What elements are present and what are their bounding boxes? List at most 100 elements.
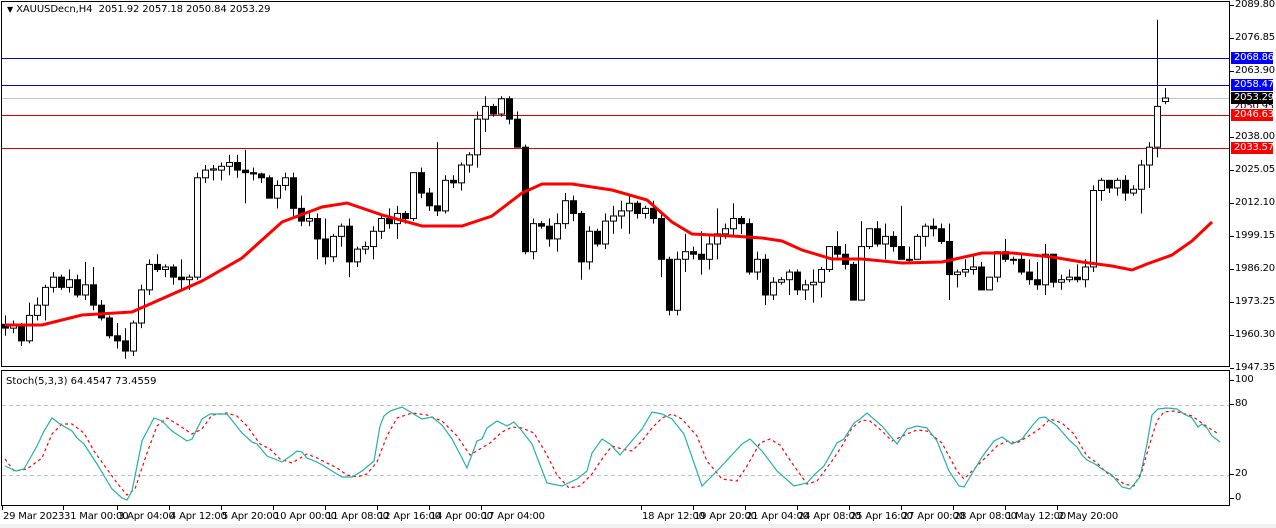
- price-tick: [1230, 368, 1234, 369]
- candle: [130, 320, 137, 357]
- candle: [122, 328, 129, 359]
- time-tick: [429, 506, 430, 510]
- candle: [514, 111, 521, 148]
- candle: [146, 259, 153, 295]
- candle: [210, 165, 217, 181]
- candle: [490, 103, 497, 117]
- candle: [1082, 259, 1089, 288]
- candle: [226, 154, 233, 176]
- price-tick: [1230, 302, 1234, 303]
- candle: [162, 264, 169, 278]
- time-tick: [377, 506, 378, 510]
- stoch-main-line: [4, 406, 1221, 501]
- candle: [234, 154, 241, 178]
- time-label: 5 Apr 20:00: [222, 511, 279, 522]
- price-chart-pane[interactable]: ▼ XAUUSDecn,H4 2051.92 2057.18 2050.84 2…: [1, 1, 1230, 367]
- candle: [866, 228, 873, 250]
- time-tick: [953, 506, 954, 510]
- candle: [26, 302, 33, 344]
- time-label: 27 Apr 00:00: [902, 511, 965, 522]
- price-tag: 2046.63: [1231, 109, 1274, 121]
- time-tick: [325, 506, 326, 510]
- candle: [1018, 254, 1025, 275]
- price-tag: 2033.57: [1231, 142, 1274, 154]
- candle: [90, 266, 97, 311]
- candle: [314, 213, 321, 260]
- stochastic-label: Stoch(5,3,3) 64.4547 73.4559: [6, 376, 157, 387]
- candle: [802, 279, 809, 301]
- time-label: 2 May 20:00: [1058, 511, 1119, 522]
- price-tag: 2053.29: [1231, 92, 1274, 104]
- candle: [850, 261, 857, 301]
- candle: [946, 223, 953, 301]
- time-label: 21 Apr 04:00: [746, 511, 809, 522]
- candle: [74, 274, 81, 298]
- candle: [658, 210, 665, 278]
- candle: [530, 218, 537, 260]
- candle: [1002, 238, 1009, 262]
- time-label: 29 Mar 2023: [3, 511, 65, 522]
- candle: [938, 223, 945, 245]
- time-label: 18 Apr 12:00: [642, 511, 705, 522]
- time-tick: [641, 506, 642, 510]
- candle: [1106, 179, 1113, 194]
- price-label: 2012.10: [1235, 197, 1275, 208]
- candle: [922, 223, 929, 247]
- candle: [834, 231, 841, 260]
- candle: [338, 223, 345, 247]
- candle: [1074, 264, 1081, 283]
- candle: [610, 205, 617, 234]
- candle: [682, 233, 689, 273]
- symbol-title: ▼ XAUUSDecn,H4 2051.92 2057.18 2050.84 2…: [7, 4, 271, 15]
- time-tick: [117, 506, 118, 510]
- price-tick: [1230, 203, 1234, 204]
- time-tick: [169, 506, 170, 510]
- time-label: 3 Apr 04:00: [118, 511, 175, 522]
- price-tick: [1230, 236, 1234, 237]
- candle: [1026, 259, 1033, 285]
- candle: [954, 269, 961, 288]
- candle: [994, 251, 1001, 283]
- candle: [730, 203, 737, 237]
- candle: [82, 261, 89, 301]
- candle: [810, 269, 817, 303]
- stoch-level-label: 20: [1235, 468, 1248, 479]
- price-label: 1986.20: [1235, 263, 1275, 274]
- candle: [170, 264, 177, 285]
- candle: [354, 246, 361, 267]
- time-label: 1 May 12:00: [1006, 511, 1067, 522]
- candle: [178, 259, 185, 290]
- collapse-triangle-icon[interactable]: ▼: [7, 5, 14, 14]
- candle: [738, 215, 745, 234]
- candle: [1154, 19, 1161, 158]
- candle: [882, 223, 889, 260]
- candlestick-plot: [2, 19, 1229, 359]
- time-label: 19 Apr 20:00: [694, 511, 757, 522]
- candle: [154, 254, 161, 273]
- candle: [890, 231, 897, 252]
- candle: [394, 205, 401, 239]
- time-tick: [221, 506, 222, 510]
- candle: [258, 172, 265, 183]
- candle: [250, 167, 257, 181]
- stoch-level-label: 80: [1235, 398, 1248, 409]
- candle: [450, 175, 457, 188]
- candle: [346, 218, 353, 278]
- candle: [698, 231, 705, 275]
- candle: [986, 276, 993, 291]
- time-tick: [901, 506, 902, 510]
- candle: [370, 226, 377, 260]
- candle: [290, 172, 297, 216]
- candle: [482, 96, 489, 132]
- time-label: 28 Apr 08:00: [954, 511, 1017, 522]
- stochastic-pane[interactable]: Stoch(5,3,3) 64.4547 73.4559: [1, 370, 1230, 506]
- time-label: 10 Apr 00:00: [274, 511, 337, 522]
- candle: [538, 221, 545, 229]
- candle: [586, 226, 593, 270]
- price-tag: 2058.47: [1231, 79, 1274, 91]
- candle: [1138, 159, 1145, 214]
- moving-average-line: [5, 182, 1214, 327]
- candle: [34, 297, 41, 321]
- price-label: 1973.25: [1235, 296, 1275, 307]
